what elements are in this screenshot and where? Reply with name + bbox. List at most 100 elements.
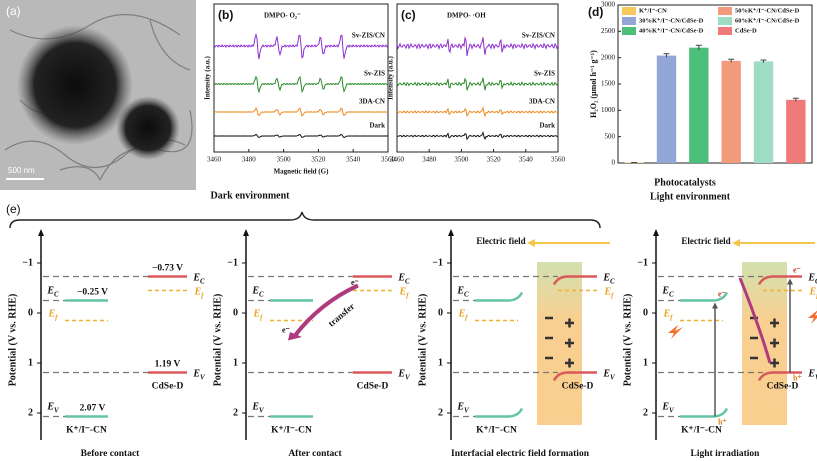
caption: Light irradiation: [691, 449, 761, 459]
y-tick-label: 3000: [601, 1, 616, 9]
symbol-sub: V: [54, 406, 60, 414]
trace-label: Sv-ZIS: [534, 70, 555, 78]
legend-label: 60%K⁺/I⁻-CN/CdSe-D: [735, 17, 800, 24]
symbol-base: E: [603, 287, 611, 298]
symbol-sub: f: [465, 313, 468, 321]
symbol-base: E: [456, 286, 464, 297]
electron: e⁻: [351, 278, 359, 287]
spectrum: [213, 133, 389, 139]
level-symbol: EV: [602, 369, 616, 381]
symbol-sub: V: [669, 406, 675, 414]
y-tick-label: 1: [28, 357, 33, 368]
charge: [770, 358, 779, 368]
trace-label: Sv-ZIS/CN: [522, 32, 555, 40]
x-axis-label: Magnetic field (G): [274, 168, 329, 176]
trace-label: Sv-ZIS/CN: [352, 32, 385, 40]
level-value: −0.73 V: [152, 264, 183, 274]
spectrum: [396, 106, 559, 118]
x-tick-label: 3560: [551, 156, 566, 164]
level-symbol: EC: [661, 286, 674, 298]
level-symbol: Ef: [398, 287, 409, 299]
x-tick-label: 3500: [454, 156, 469, 164]
y-tick-label: −1: [22, 257, 33, 268]
symbol-sub: f: [201, 291, 204, 299]
field-label: Electric field: [476, 236, 525, 246]
symbol-base: E: [397, 369, 405, 380]
x-tick-label: 3540: [519, 156, 534, 164]
excitation-head: [712, 302, 718, 309]
x-tick-label: 3500: [277, 156, 292, 164]
y-tick-label: 2: [28, 407, 33, 418]
legend-swatch: [718, 27, 732, 35]
axis-arrow: [653, 229, 659, 236]
symbol-sub: C: [259, 290, 264, 298]
electron: e⁻: [793, 265, 801, 274]
level-symbol: Ef: [457, 309, 468, 321]
x-tick-label: 3540: [346, 156, 361, 164]
symbol-base: E: [807, 369, 815, 380]
level-symbol: EV: [46, 402, 60, 414]
caption: After contact: [288, 449, 342, 459]
x-tick-label: 3460: [390, 156, 405, 164]
y-tick-label: 500: [605, 132, 616, 140]
legend-label: K⁺/I⁻-CN: [639, 7, 667, 14]
material-label: K⁺/I⁻-CN: [476, 426, 517, 436]
symbol-base: E: [457, 309, 465, 320]
bar: [786, 99, 806, 163]
field-arrowhead: [527, 239, 535, 247]
electron: e⁻: [718, 289, 726, 298]
y-tick-label: 2: [233, 407, 238, 418]
legend-swatch: [718, 7, 732, 15]
panel-label: (d): [588, 5, 603, 19]
x-tick-label: 3480: [422, 156, 437, 164]
symbol-sub: C: [200, 277, 205, 285]
particle: [116, 96, 180, 160]
legend-swatch: [718, 17, 732, 25]
symbol-base: E: [661, 402, 669, 413]
symbol-base: E: [807, 273, 815, 284]
trace-label: 3DA-CN: [529, 98, 555, 106]
symbol-sub: V: [259, 406, 265, 414]
level-value: −0.25 V: [77, 288, 108, 298]
legend-swatch: [622, 7, 636, 15]
y-tick-label: 0: [438, 307, 443, 318]
caption: Interfacial electric field formation: [451, 449, 590, 459]
charge: [565, 358, 574, 368]
axis-arrow: [448, 229, 454, 236]
bar: [721, 60, 741, 163]
symbol-base: E: [46, 402, 54, 413]
y-axis-label: Potential (V vs. RHE): [417, 294, 428, 387]
spectrum: [213, 32, 389, 60]
recombination: [738, 277, 772, 364]
y-tick-label: 1000: [601, 106, 616, 114]
scale-bar-label: 500 nm: [8, 166, 35, 175]
energy-level: [552, 275, 597, 286]
y-tick-label: 0: [612, 159, 616, 167]
symbol-sub: C: [610, 277, 615, 285]
symbol-base: E: [662, 309, 670, 320]
transfer-label: transfer: [326, 301, 356, 329]
symbol-sub: V: [815, 373, 817, 381]
energy-level: [680, 407, 729, 418]
y-tick-label: 2: [643, 407, 648, 418]
level-symbol: EC: [602, 273, 615, 285]
y-tick-label: 0: [233, 307, 238, 318]
symbol-base: E: [192, 273, 200, 284]
symbol-base: E: [456, 402, 464, 413]
spectrum: [213, 75, 389, 94]
symbol-base: E: [661, 286, 669, 297]
level-symbol: Ef: [193, 287, 204, 299]
symbol-sub: f: [406, 291, 409, 299]
symbol-sub: f: [611, 291, 614, 299]
caption-dark: Dark environment: [211, 190, 291, 201]
spectrum: [396, 36, 559, 57]
level-symbol: EV: [397, 369, 411, 381]
y-tick-label: −1: [432, 257, 443, 268]
y-tick-label: −1: [637, 257, 648, 268]
x-tick-label: 3520: [311, 156, 326, 164]
excitation-head: [787, 278, 793, 285]
transfer-arrowhead: [288, 332, 302, 341]
symbol-base: E: [251, 402, 259, 413]
y-tick-label: 2: [438, 407, 443, 418]
